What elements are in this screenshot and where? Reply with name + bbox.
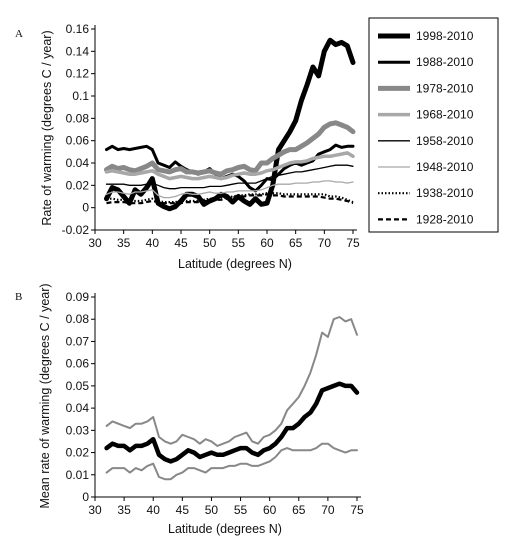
panel-b-series-line-line-1 bbox=[105, 316, 358, 447]
panel-b-x-tick-label: 50 bbox=[205, 503, 219, 517]
panel-b-series-line-line-2 bbox=[104, 381, 360, 464]
panel-a-x-axis-title: Latitude (degrees N) bbox=[178, 257, 292, 271]
panel-a-x-tick-label: 75 bbox=[346, 236, 360, 250]
panel-a-x-tick-label: 55 bbox=[232, 236, 246, 250]
panel-a-series-line-1998-2010 bbox=[104, 37, 356, 212]
panel-a-y-tick-label: 0.04 bbox=[66, 156, 90, 170]
panel-b-y-tick-label: 0.09 bbox=[66, 290, 90, 304]
panel-a-series-line-1978-2010 bbox=[104, 120, 356, 177]
panel-b-x-tick-label: 55 bbox=[234, 503, 248, 517]
panel-a-y-tick-label: 0.02 bbox=[66, 178, 90, 192]
panel-a-series-line-1948-2010 bbox=[105, 180, 354, 199]
panel-b-axes: 0 0.01 0.02 0.03 0.04 0.05 0.06 0.07 0.08 0.09 30 3… bbox=[66, 290, 364, 517]
panel-b-x-tick-label: 35 bbox=[117, 503, 131, 517]
legend-label-1958-2010: 1958-2010 bbox=[416, 134, 474, 148]
legend-label-1988-2010: 1988-2010 bbox=[416, 55, 474, 69]
panel-a-x-tick-label: 45 bbox=[174, 236, 188, 250]
legend-label-1998-2010: 1998-2010 bbox=[416, 29, 474, 43]
legend-label-1948-2010: 1948-2010 bbox=[416, 160, 474, 174]
panel-a-axes: -0.02 0 0.02 0.04 0.06 0.08 0.1 0.12 0.14 0.16 30 3… bbox=[62, 22, 360, 250]
panel-a-series-line-1968-2010 bbox=[104, 151, 355, 181]
panel-a-x-tick-label: 65 bbox=[289, 236, 303, 250]
panel-b-x-axis-title: Latitude (degrees N) bbox=[168, 522, 282, 536]
panel-a-y-axis-title: Rate of warming (degrees C / year) bbox=[40, 30, 54, 225]
legend-label-1938-2010: 1938-2010 bbox=[416, 186, 474, 200]
legend: 1998-2010 1988-2010 1978-2010 1968-2010 1958… bbox=[368, 17, 499, 233]
panel-b-x-tick-label: 75 bbox=[350, 503, 364, 517]
panel-b-series bbox=[104, 316, 360, 481]
panel-a-series bbox=[104, 37, 356, 212]
panel-a-y-tick-label: 0.16 bbox=[66, 22, 90, 36]
panel-b-y-tick-label: 0.07 bbox=[66, 334, 90, 348]
panel-a-y-tick-label: 0.06 bbox=[66, 134, 90, 148]
panel-a-y-tick-label: 0 bbox=[82, 201, 89, 215]
legend-label-1968-2010: 1968-2010 bbox=[416, 108, 474, 122]
panel-b-y-tick-label: 0.05 bbox=[66, 379, 90, 393]
panel-a-x-tick-label: 50 bbox=[203, 236, 217, 250]
panel-a-x-tick-label: 30 bbox=[88, 236, 102, 250]
panel-a-y-tick-label: 0.12 bbox=[66, 67, 90, 81]
panel-a-chart: A -0.02 0 0.02 0.04 0.06 0.08 0.1 0.12 0.14 0.16 3… bbox=[15, 22, 360, 271]
panel-b-chart: B 0 0.01 0.02 0.03 0.04 0.05 0.06 0.07 0.08 0.09 3… bbox=[15, 283, 364, 536]
panel-a-x-tick-label: 35 bbox=[117, 236, 131, 250]
panel-a-y-tick-label: 0.1 bbox=[72, 89, 89, 103]
panel-b-x-tick-label: 40 bbox=[147, 503, 161, 517]
panel-b-y-tick-label: 0.06 bbox=[66, 357, 90, 371]
legend-label-1978-2010: 1978-2010 bbox=[416, 81, 474, 95]
legend-label-1928-2010: 1928-2010 bbox=[416, 212, 474, 226]
panel-b-x-tick-label: 70 bbox=[321, 503, 335, 517]
panel-b-x-tick-label: 65 bbox=[292, 503, 306, 517]
panel-a-series-line-1938-2010 bbox=[106, 192, 354, 204]
panel-a-x-tick-label: 70 bbox=[318, 236, 332, 250]
panel-a-series-line-1928-2010 bbox=[106, 193, 354, 205]
panel-b-y-axis-title: Mean rate of warming (degrees C / year) bbox=[38, 283, 52, 508]
panel-b-label: B bbox=[15, 291, 22, 303]
panel-b-y-tick-label: 0.02 bbox=[66, 446, 90, 460]
panel-b-x-tick-label: 30 bbox=[88, 503, 102, 517]
panel-b-x-tick-label: 45 bbox=[176, 503, 190, 517]
panel-a-label: A bbox=[15, 28, 23, 40]
panel-a-y-tick-label: -0.02 bbox=[62, 223, 90, 237]
panel-b-y-tick-label: 0.08 bbox=[66, 312, 90, 326]
panel-a-y-tick-label: 0.14 bbox=[66, 44, 90, 58]
panel-a-series-line-1958-2010 bbox=[105, 164, 354, 190]
panel-b-x-tick-label: 60 bbox=[263, 503, 277, 517]
panel-b-y-tick-label: 0.03 bbox=[66, 423, 90, 437]
panel-a-x-tick-label: 40 bbox=[146, 236, 160, 250]
panel-a-y-tick-label: 0.08 bbox=[66, 111, 90, 125]
legend-box bbox=[368, 17, 499, 233]
panel-b-series-line-line-3 bbox=[105, 442, 358, 481]
panel-b-y-tick-label: 0.01 bbox=[66, 468, 90, 482]
panel-a-x-tick-label: 60 bbox=[260, 236, 274, 250]
panel-b-y-tick-label: 0 bbox=[82, 490, 89, 504]
panel-b-y-tick-label: 0.04 bbox=[66, 401, 90, 415]
